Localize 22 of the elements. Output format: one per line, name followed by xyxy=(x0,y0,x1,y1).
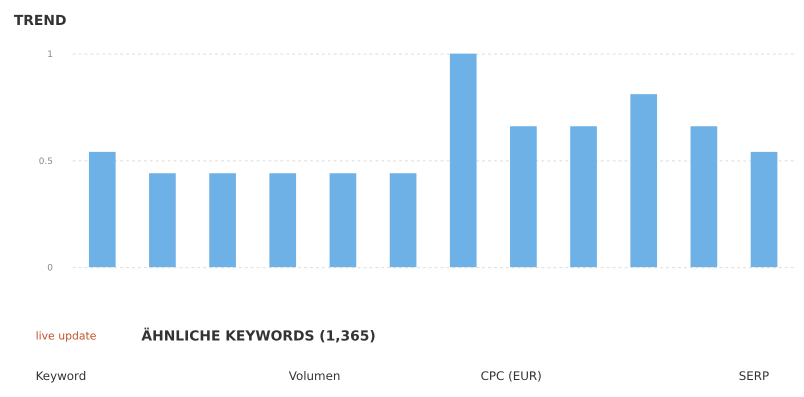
y-tick-label: 0 xyxy=(47,264,54,274)
bar xyxy=(690,126,718,268)
bar xyxy=(630,94,658,268)
text: CPC (EUR) xyxy=(480,368,542,383)
text: Volumen xyxy=(288,368,340,383)
bar xyxy=(209,173,236,268)
chart-title: TREND xyxy=(14,12,66,29)
y-tick-label: 1 xyxy=(47,50,53,60)
text: Keyword xyxy=(36,368,86,383)
bar xyxy=(750,152,778,268)
bar xyxy=(390,173,416,268)
y-tick-label: 0.5 xyxy=(38,156,53,167)
text: ÄHNLICHE KEYWORDS (1,365) xyxy=(141,327,376,344)
bar xyxy=(510,126,537,268)
bar xyxy=(450,54,477,268)
bar xyxy=(330,173,356,268)
text: SERP xyxy=(738,368,770,383)
bar xyxy=(88,152,116,268)
bar xyxy=(149,173,176,268)
bar xyxy=(269,173,296,268)
bar xyxy=(570,126,597,268)
text: live update xyxy=(36,329,97,342)
